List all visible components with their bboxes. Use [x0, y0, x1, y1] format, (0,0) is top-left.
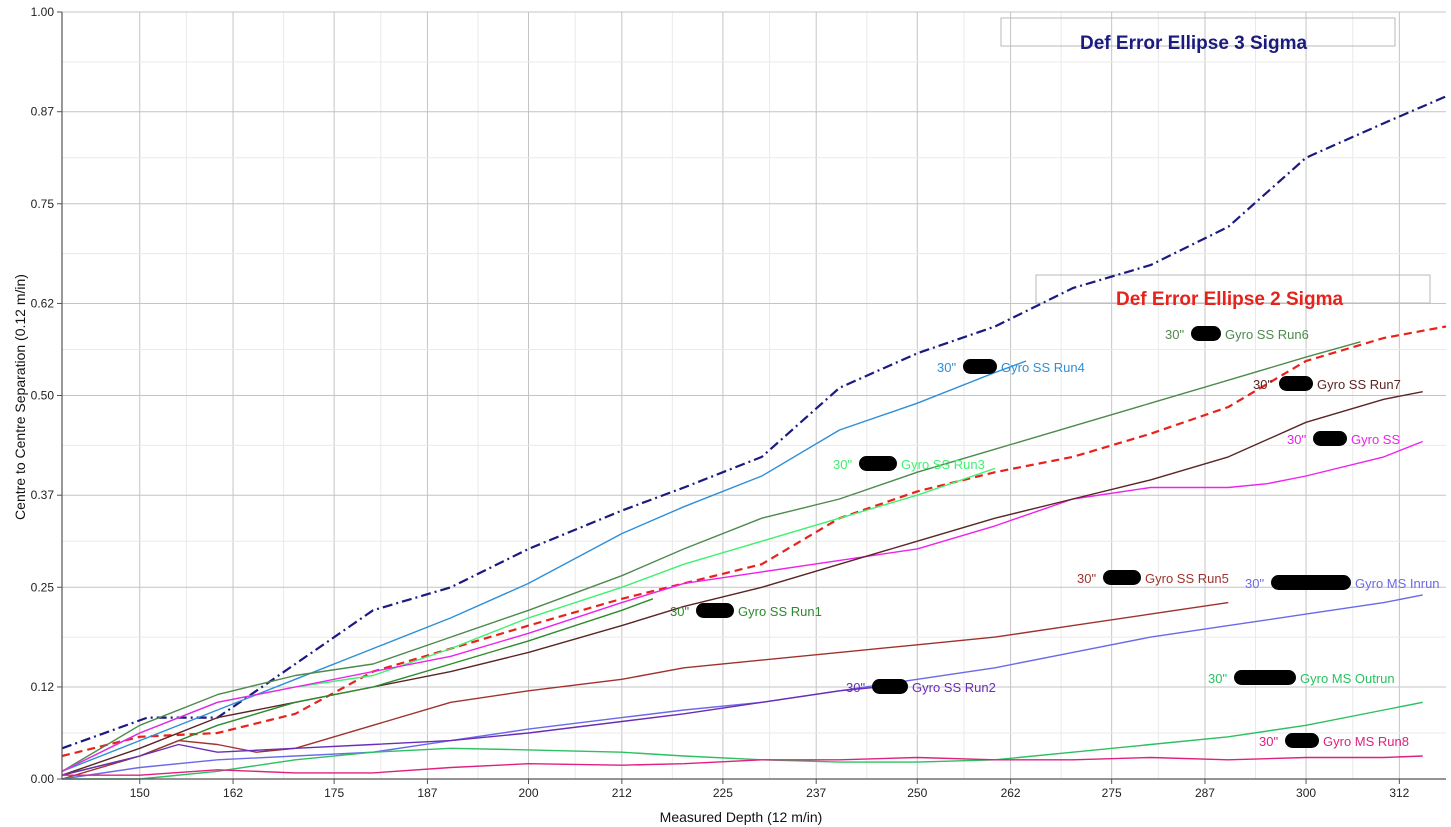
- x-tick-label: 262: [1001, 786, 1021, 800]
- series-label-prefix: 30": [670, 604, 689, 619]
- plot-frame: [57, 11, 1446, 784]
- series-label-gyro-ss-run7: 30" Gyro SS Run7: [1253, 376, 1401, 392]
- series-line-def-error-ellipse-2-sigma: [61, 325, 1447, 758]
- series-label-prefix: 30": [937, 360, 956, 375]
- redaction-blob: [1103, 570, 1141, 585]
- series-label-gyro-ss-run1: 30" Gyro SS Run1: [670, 603, 822, 619]
- ellipse-2-sigma-label: Def Error Ellipse 2 Sigma: [1116, 289, 1343, 310]
- series-label-gyro-ss: 30" Gyro SS: [1287, 431, 1400, 447]
- series-line-gyro-ms-run8: [62, 755, 1423, 776]
- series-line-gyro-ss-run5: [61, 601, 1229, 780]
- ellipse-label-boxes: [1000, 17, 1431, 304]
- series-label-name: Gyro SS Run7: [1317, 377, 1401, 392]
- redaction-blob: [859, 456, 897, 471]
- x-tick-label: 162: [223, 786, 243, 800]
- ellipse-2-sigma-box: [1035, 274, 1431, 304]
- redaction-blob: [1279, 376, 1313, 391]
- series-label-gyro-ms-run8: 30" Gyro MS Run8: [1259, 733, 1409, 749]
- redaction-blob: [696, 603, 734, 618]
- y-tick-label: 0.50: [31, 389, 55, 403]
- redaction-blob: [1313, 431, 1347, 446]
- series-line-def-error-ellipse-3-sigma: [61, 95, 1447, 750]
- redaction-blob: [1234, 670, 1296, 685]
- series-line-gyro-ss-run4: [61, 360, 1027, 772]
- redaction-blob: [1285, 733, 1319, 748]
- y-tick-label: 0.12: [31, 680, 55, 694]
- x-tick-label: 225: [713, 786, 733, 800]
- series-label-name: Gyro MS Inrun: [1355, 576, 1440, 591]
- ellipse-3-sigma-label: Def Error Ellipse 3 Sigma: [1080, 33, 1307, 54]
- series-label-prefix: 30": [1259, 734, 1278, 749]
- series-label-prefix: 30": [1287, 432, 1306, 447]
- series-label-gyro-ss-run5: 30" Gyro SS Run5: [1077, 570, 1229, 586]
- series-label-prefix: 30": [1245, 576, 1264, 591]
- x-tick-label: 187: [417, 786, 437, 800]
- series-label-gyro-ss-run2: 30" Gyro SS Run2: [846, 679, 996, 695]
- y-tick-label: 0.25: [31, 580, 55, 594]
- series-label-name: Gyro SS Run5: [1145, 571, 1229, 586]
- series-label-gyro-ss-run6: 30" Gyro SS Run6: [1165, 326, 1309, 342]
- series-lines: [61, 95, 1447, 780]
- series-line-gyro-ss: [61, 440, 1423, 772]
- x-tick-label: 300: [1296, 786, 1316, 800]
- y-axis-label: Centre to Centre Separation (0.12 m/in): [12, 274, 28, 520]
- y-tick-label: 0.62: [31, 296, 55, 310]
- series-label-prefix: 30": [1077, 571, 1096, 586]
- series-label-name: Gyro MS Outrun: [1300, 671, 1395, 686]
- y-tick-label: 1.00: [31, 5, 55, 19]
- x-tick-label: 287: [1195, 786, 1215, 800]
- ellipse-3-sigma-box: [1000, 17, 1396, 47]
- redaction-blob: [963, 359, 997, 374]
- series-label-name: Gyro SS: [1351, 432, 1400, 447]
- redaction-blob: [1271, 575, 1351, 590]
- series-label-name: Gyro SS Run2: [912, 680, 996, 695]
- series-label-prefix: 30": [833, 457, 852, 472]
- series-label-name: Gyro SS Run4: [1001, 360, 1085, 375]
- redaction-blob: [1191, 326, 1221, 341]
- series-label-name: Gyro SS Run3: [901, 457, 985, 472]
- x-tick-label: 237: [806, 786, 826, 800]
- series-label-name: Gyro SS Run6: [1225, 327, 1309, 342]
- x-tick-label: 275: [1102, 786, 1122, 800]
- y-tick-label: 0.37: [31, 488, 55, 502]
- series-label-gyro-ss-run3: 30" Gyro SS Run3: [833, 456, 985, 472]
- series-label-prefix: 30": [1208, 671, 1227, 686]
- x-tick-label: 312: [1389, 786, 1409, 800]
- x-tick-label: 250: [907, 786, 927, 800]
- series-label-gyro-ss-run4: 30" Gyro SS Run4: [937, 359, 1085, 375]
- y-tick-label: 0.00: [31, 772, 55, 786]
- x-axis-label: Measured Depth (12 m/in): [660, 809, 823, 825]
- series-label-name: Gyro SS Run1: [738, 604, 822, 619]
- x-tick-label: 175: [324, 786, 344, 800]
- series-label-name: Gyro MS Run8: [1323, 734, 1409, 749]
- x-tick-label: 200: [519, 786, 539, 800]
- grid: [62, 11, 1446, 780]
- x-tick-label: 150: [130, 786, 150, 800]
- series-label-prefix: 30": [1253, 377, 1272, 392]
- y-tick-labels: 0.00 0.12 0.25 0.37 0.50 0.62 0.75 0.87 1.00: [31, 5, 55, 786]
- redaction-blob: [872, 679, 908, 694]
- y-tick-label: 0.87: [31, 105, 55, 119]
- series-label-prefix: 30": [846, 680, 865, 695]
- series-labels: 30" Gyro SS Run4 30" Gyro SS Run6 30" Gyro SS…: [670, 326, 1440, 749]
- series-line-gyro-ss-run2: [61, 686, 879, 776]
- series-label-gyro-ms-inrun: 30" Gyro MS Inrun: [1245, 575, 1440, 591]
- x-tick-labels: 150 162 175 187 200 212 225 237 250 262 275 287 300 3…: [130, 786, 1410, 800]
- x-tick-label: 212: [612, 786, 632, 800]
- series-line-gyro-ss-run6: [61, 341, 1361, 772]
- y-tick-label: 0.75: [31, 197, 55, 211]
- series-label-prefix: 30": [1165, 327, 1184, 342]
- series-label-gyro-ms-outrun: 30" Gyro MS Outrun: [1208, 670, 1395, 686]
